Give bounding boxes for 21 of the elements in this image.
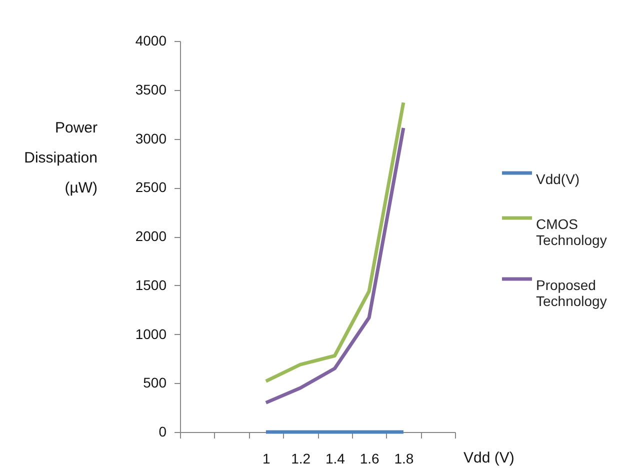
x-axis-title: Vdd (V) [464,450,514,466]
x-tick-label: 1.2 [291,450,311,466]
y-axis-title: Power Dissipation (µW) [24,120,98,196]
x-tick-label: 1.6 [360,450,380,466]
y-tick-label: 0 [158,424,167,440]
y-tick-label: 1000 [135,326,167,342]
y-tick-label: 2000 [135,228,167,244]
line-series [264,126,406,404]
y-tick-label: 3500 [135,81,167,98]
y-tick-label: 2500 [135,179,167,196]
y-tick-label: 500 [143,374,167,391]
legend-label: Vdd(V) [536,171,580,187]
x-tick-label: 1.8 [394,450,414,466]
legend-label: CMOS Technology [536,216,607,248]
y-tick-label: 4000 [135,32,167,48]
x-tick-label: 1.4 [325,450,346,466]
y-tick-label: 1500 [135,276,167,293]
y-tick-label: 3000 [135,130,167,146]
x-tick-label: 1 [262,450,271,466]
line-series [264,100,406,383]
legend-label: Proposed Technology [536,277,607,309]
